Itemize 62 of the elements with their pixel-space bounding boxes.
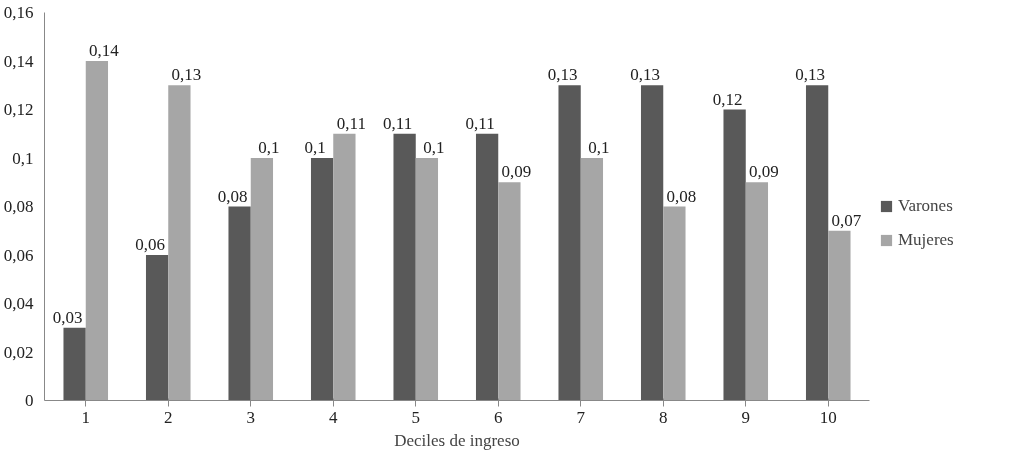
bar (580, 158, 604, 401)
bar (168, 85, 191, 401)
bar (415, 158, 439, 401)
x-tick-label: 7 (576, 407, 586, 427)
bar (663, 206, 686, 401)
data-label: 0,03 (52, 307, 83, 327)
bar (250, 158, 274, 401)
bar (723, 109, 746, 401)
x-tick-label: 1 (81, 407, 90, 427)
data-label: 0,1 (258, 138, 280, 157)
data-label: 0,1 (304, 138, 326, 157)
bar (333, 133, 356, 401)
bar (228, 206, 251, 401)
data-label: 0,11 (465, 113, 495, 133)
bar (475, 133, 499, 401)
bar (828, 230, 851, 401)
x-tick-label: 9 (741, 407, 750, 427)
x-tick-label: 6 (494, 407, 503, 427)
data-label: 0,1 (423, 138, 445, 157)
data-label: 0,06 (135, 235, 165, 254)
x-tick-label: 4 (329, 407, 338, 427)
x-axis-title: Deciles de ingreso (394, 430, 520, 450)
y-tick-label: 0,04 (3, 294, 34, 313)
bar (745, 182, 769, 401)
data-label: 0,13 (630, 65, 660, 85)
data-label: 0,13 (171, 65, 202, 85)
y-tick-label: 0,16 (3, 3, 34, 22)
data-label: 0,11 (336, 113, 366, 133)
bar (63, 327, 86, 401)
bar (805, 85, 829, 401)
bar (558, 85, 581, 401)
bar (640, 85, 664, 401)
data-label: 0,1 (588, 138, 610, 157)
x-tick-label: 3 (246, 407, 255, 427)
legend-label: Varones (898, 196, 953, 216)
bar (393, 133, 416, 401)
data-label: 0,09 (501, 162, 532, 182)
data-label: 0,13 (547, 65, 578, 85)
data-label: 0,14 (89, 41, 120, 60)
y-tick-label: 0 (25, 391, 34, 410)
bar (498, 182, 521, 401)
bar (310, 158, 334, 401)
x-tick-label: 5 (411, 407, 420, 427)
y-tick-label: 0,14 (3, 51, 34, 71)
data-label: 0,07 (831, 210, 862, 230)
y-tick-label: 0,02 (3, 342, 34, 362)
bar (85, 61, 109, 401)
x-tick-label: 10 (819, 407, 837, 427)
data-label: 0,08 (217, 186, 248, 206)
x-tick-label: 2 (164, 407, 173, 427)
y-tick-label: 0,06 (3, 245, 34, 265)
data-label: 0,09 (749, 162, 779, 182)
data-label: 0,11 (383, 113, 413, 133)
bar (145, 255, 169, 401)
y-tick-label: 0,12 (3, 100, 34, 119)
data-label: 0,08 (666, 186, 697, 206)
y-tick-label: 0,08 (3, 197, 34, 216)
data-label: 0,12 (712, 89, 743, 109)
data-label: 0,13 (795, 65, 825, 85)
legend-label: Mujeres (898, 230, 954, 250)
y-tick-label: 0,1 (12, 148, 34, 168)
x-tick-label: 8 (659, 407, 668, 427)
